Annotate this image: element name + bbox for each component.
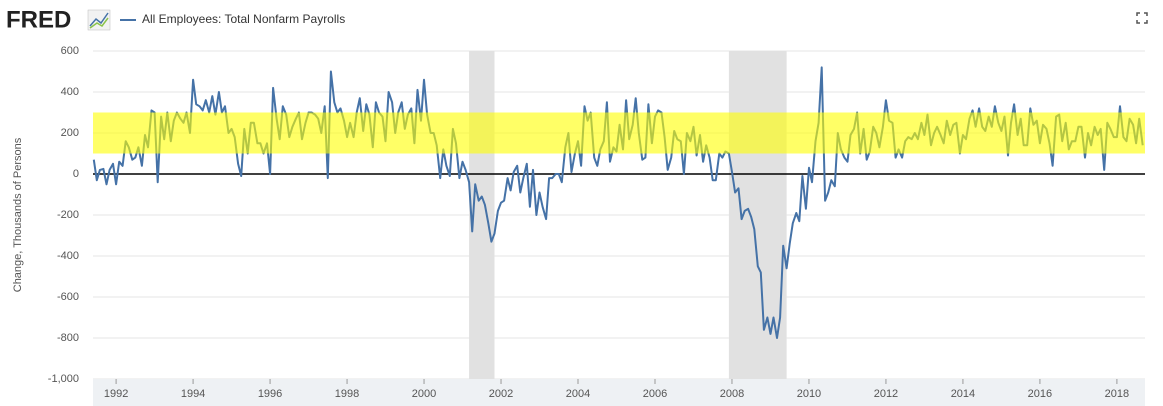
x-tick-label: 2008 [720,388,744,400]
logo: FRED [6,6,71,33]
highlight-band [93,112,1145,154]
x-tick-label: 2012 [874,388,898,400]
y-tick-label: 400 [61,86,79,98]
y-tick-label: -800 [57,332,79,344]
y-axis-label: Change, Thousands of Persons [12,137,24,292]
y-tick-label: -400 [57,250,79,262]
x-tick-label: 2014 [951,388,975,400]
legend-label: All Employees: Total Nonfarm Payrolls [142,12,345,26]
fullscreen-icon[interactable] [1136,12,1148,24]
x-tick-label: 2016 [1028,388,1052,400]
x-tick-label: 2002 [489,388,513,400]
recession-shade [728,51,787,379]
x-tick-label: 1998 [335,388,359,400]
x-tick-label: 2018 [1105,388,1129,400]
x-tick-label: 2010 [797,388,821,400]
x-tick-label: 1994 [181,388,205,400]
x-tick-label: 2004 [566,388,590,400]
x-tick-label: 2000 [412,388,436,400]
y-tick-label: -1,000 [48,373,79,385]
y-tick-label: -200 [57,209,79,221]
x-tick-label: 2006 [643,388,667,400]
y-tick-label: -600 [57,291,79,303]
axis-strip [93,379,1145,406]
x-tick-label: 1996 [258,388,282,400]
y-tick-label: 200 [61,127,79,139]
logo-icon [87,9,111,31]
y-tick-label: 600 [61,45,79,57]
x-tick-label: 1992 [104,388,128,400]
y-tick-label: 0 [73,168,79,180]
